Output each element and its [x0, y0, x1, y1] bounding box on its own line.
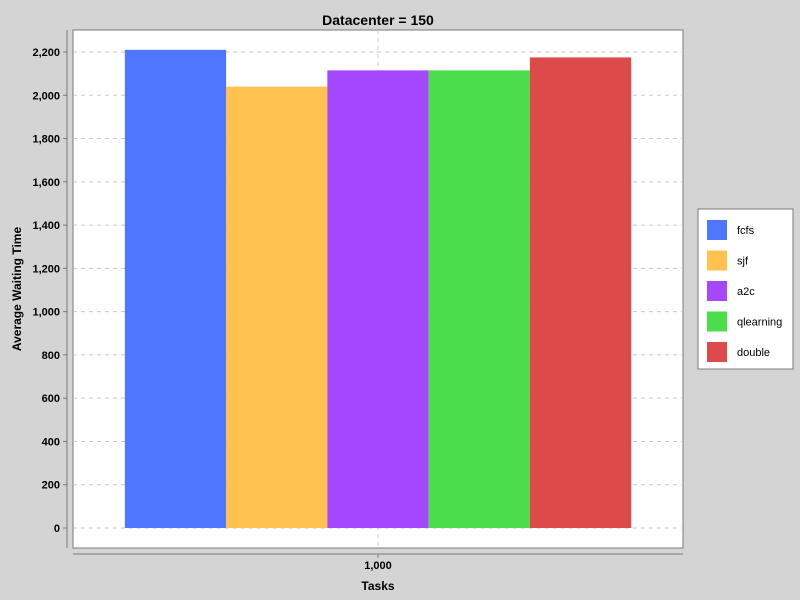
y-tick-label: 200	[42, 480, 60, 492]
legend-swatch-qlearning	[707, 311, 727, 332]
x-axis-label: Tasks	[361, 579, 394, 593]
legend-swatch-double	[707, 342, 727, 362]
legend-label-double: double	[737, 347, 770, 359]
y-tick-label: 1,800	[32, 134, 60, 146]
legend-label-sjf: sjf	[737, 256, 749, 268]
legend-swatch-a2c	[707, 281, 727, 301]
chart-title: Datacenter = 150	[322, 12, 434, 28]
x-tick-label: 1,000	[364, 560, 392, 572]
bar-double	[529, 57, 632, 529]
y-tick-label: 1,000	[32, 307, 60, 319]
legend-label-a2c: a2c	[737, 286, 755, 298]
bar-a2c	[327, 70, 429, 529]
legend-swatch-fcfs	[707, 220, 727, 240]
bars	[124, 49, 632, 529]
y-axis-label: Average Waiting Time	[10, 227, 24, 352]
y-tick-label: 400	[42, 436, 60, 448]
bar-sjf	[226, 86, 328, 529]
bar-qlearning	[428, 70, 530, 529]
legend: fcfs sjf a2c qlearning double	[697, 208, 794, 370]
x-axis-ticks: 1,000	[364, 554, 392, 572]
y-tick-label: 1,400	[32, 220, 60, 232]
y-tick-label: 800	[42, 350, 60, 362]
y-tick-label: 1,200	[32, 263, 60, 275]
bar-fcfs	[124, 49, 227, 528]
y-tick-label: 1,600	[32, 177, 60, 189]
legend-label-qlearning: qlearning	[737, 317, 782, 329]
legend-label-fcfs: fcfs	[737, 225, 755, 237]
y-tick-label: 0	[54, 523, 60, 535]
legend-swatch-sjf	[707, 250, 727, 271]
y-tick-label: 600	[42, 393, 60, 405]
y-tick-label: 2,200	[32, 47, 60, 59]
y-axis-ticks: 0 200 400 600 800 1,000 1,200 1,400 1,600 1,800 2,…	[32, 47, 67, 535]
y-tick-label: 2,000	[32, 90, 60, 102]
